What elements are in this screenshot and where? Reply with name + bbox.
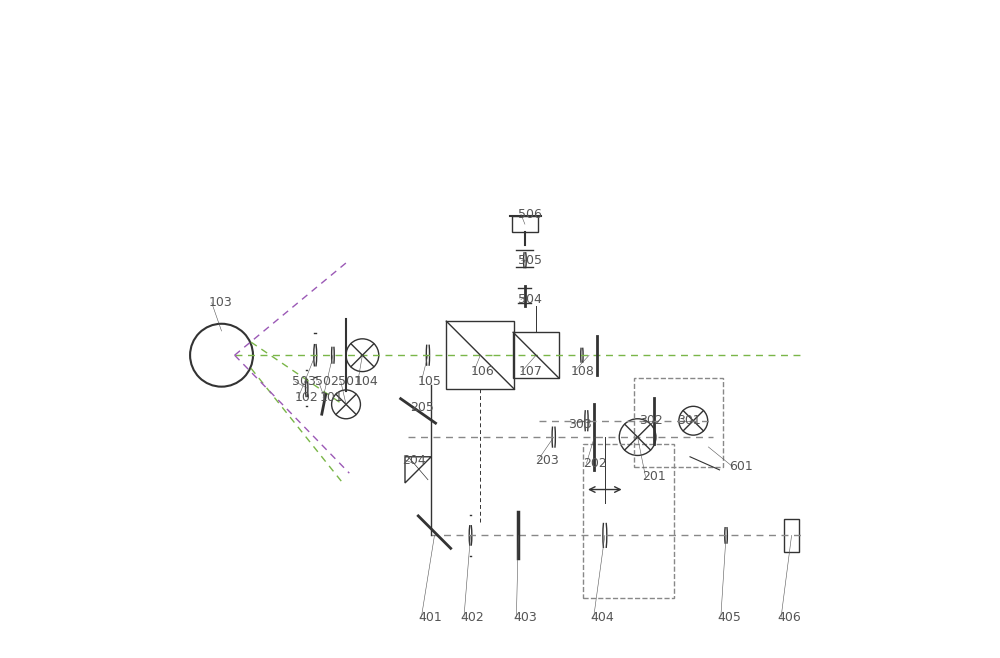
Text: 502: 502 — [315, 375, 339, 388]
Text: 108: 108 — [571, 365, 595, 378]
Text: 203: 203 — [535, 453, 558, 467]
Text: 103: 103 — [208, 296, 232, 309]
Text: 403: 403 — [513, 611, 537, 624]
Text: 106: 106 — [471, 365, 494, 378]
Text: 302: 302 — [640, 415, 663, 427]
Bar — [784, 519, 799, 552]
Text: 201: 201 — [642, 470, 666, 483]
Bar — [512, 216, 538, 232]
Text: 205: 205 — [410, 401, 434, 414]
Text: 104: 104 — [355, 375, 378, 388]
Text: 105: 105 — [418, 375, 442, 388]
Text: 504: 504 — [518, 293, 542, 306]
Text: 102: 102 — [295, 392, 319, 404]
Text: 405: 405 — [718, 611, 741, 624]
Text: 404: 404 — [590, 611, 614, 624]
Bar — [634, 378, 723, 467]
Text: 501: 501 — [338, 375, 361, 388]
Text: 505: 505 — [518, 254, 542, 266]
Text: 402: 402 — [461, 611, 484, 624]
Text: 202: 202 — [583, 457, 607, 470]
Text: 107: 107 — [518, 365, 542, 378]
Text: 601: 601 — [729, 460, 753, 473]
Text: 101: 101 — [320, 392, 344, 404]
Text: 406: 406 — [778, 611, 802, 624]
Text: 301: 301 — [677, 415, 701, 427]
Text: 401: 401 — [418, 611, 442, 624]
Text: 204: 204 — [402, 453, 425, 467]
Text: 503: 503 — [292, 375, 316, 388]
Bar — [583, 443, 674, 597]
Text: 303: 303 — [568, 418, 592, 430]
Bar — [513, 332, 559, 378]
Bar — [446, 321, 514, 390]
Text: 506: 506 — [518, 208, 542, 221]
